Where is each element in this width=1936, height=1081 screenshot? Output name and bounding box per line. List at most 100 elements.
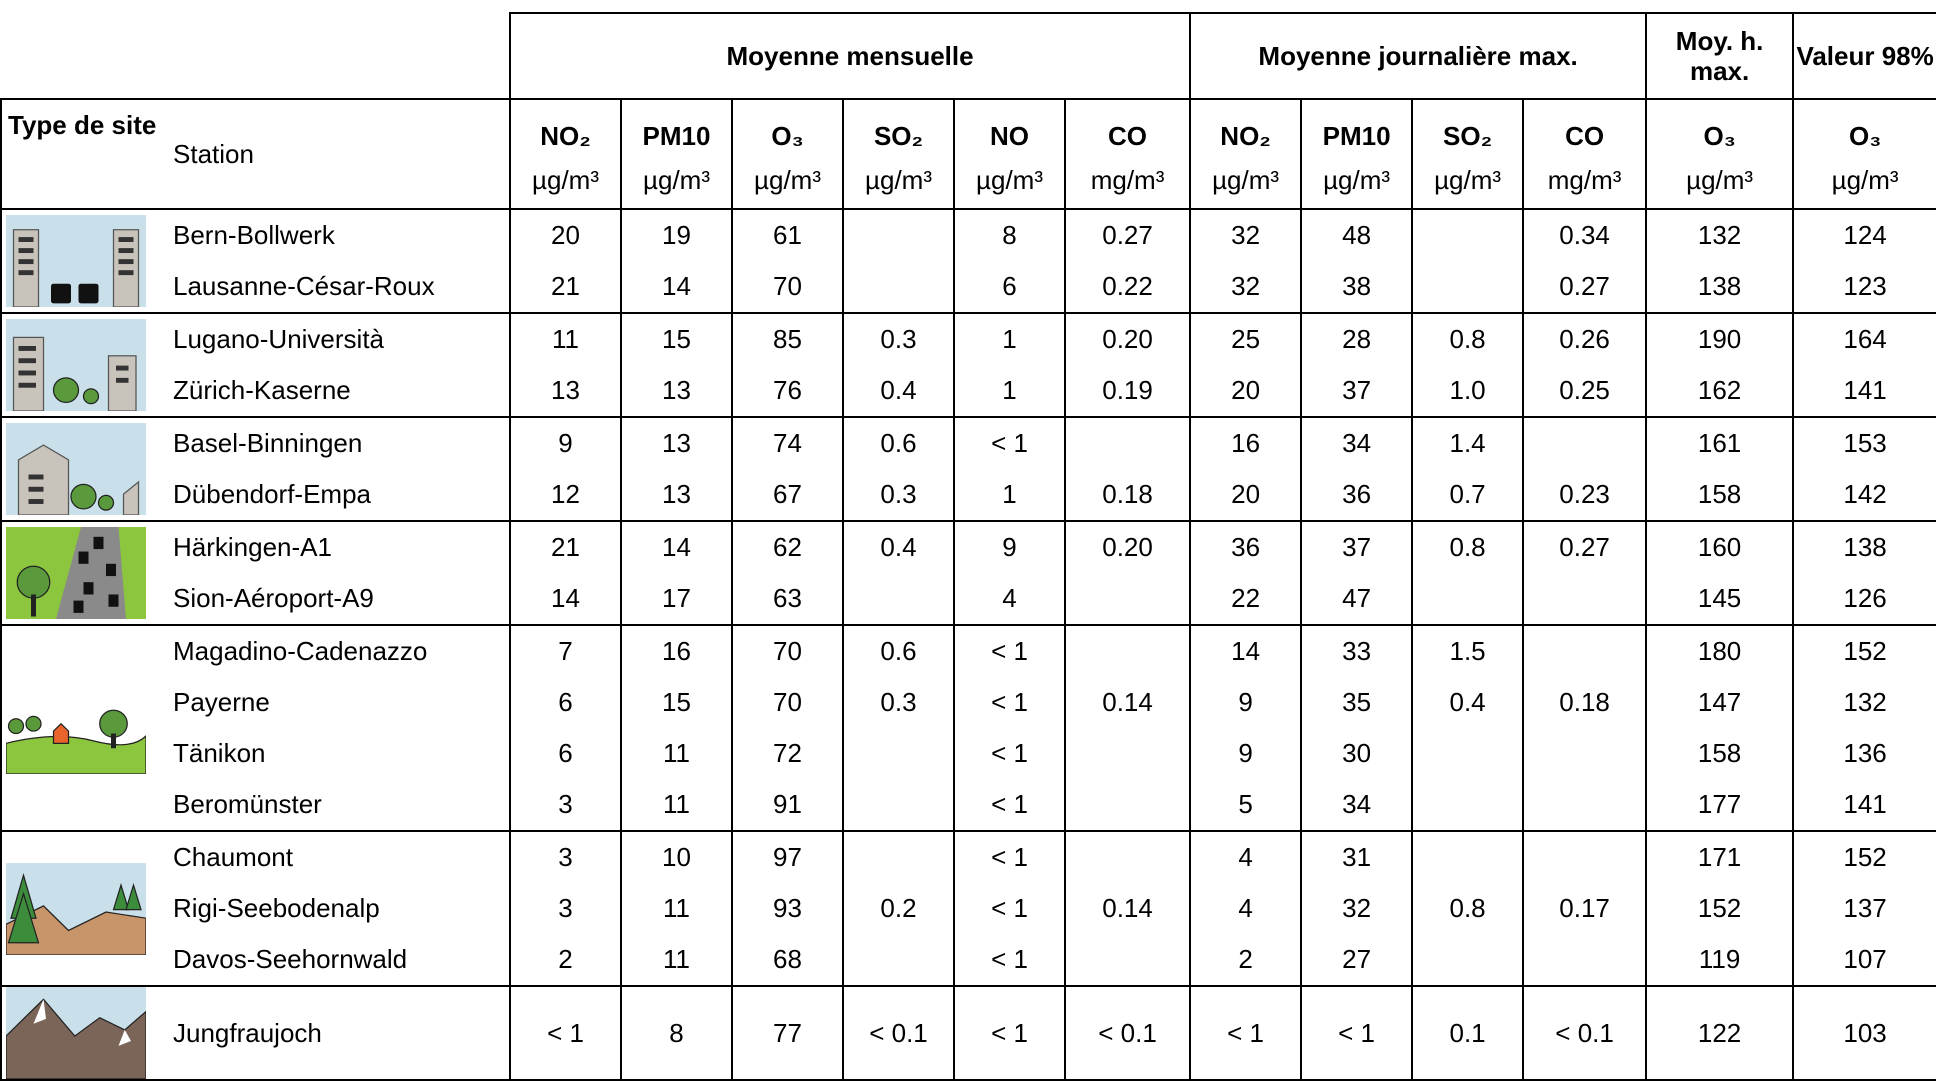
value-cell: 63: [731, 573, 844, 626]
value-cell: [1522, 625, 1648, 677]
value-cell: 122: [1645, 986, 1795, 1081]
value-cell: 30: [1300, 728, 1414, 779]
icon: [6, 682, 146, 774]
value-cell: 0.8: [1411, 883, 1525, 934]
value-cell: 4: [953, 573, 1066, 626]
value-cell: 6: [953, 261, 1066, 314]
pollutant-header: O₃: [1645, 98, 1795, 152]
station-name: Dübendorf-Empa: [159, 469, 510, 522]
value-cell: 20: [1189, 469, 1303, 522]
icon: [6, 319, 146, 411]
value-cell: < 1: [953, 677, 1066, 728]
value-cell: 147: [1645, 677, 1795, 728]
value-cell: [842, 573, 955, 626]
value-cell: < 1: [953, 779, 1066, 832]
value-cell: 158: [1645, 728, 1795, 779]
value-cell: 11: [620, 883, 733, 934]
value-cell: 0.26: [1522, 313, 1648, 365]
pollutant-header: SO₂: [1411, 98, 1525, 152]
unit-header: µg/m³: [1300, 152, 1414, 210]
value-cell: 0.23: [1522, 469, 1648, 522]
value-cell: [1411, 831, 1525, 883]
value-cell: 1: [953, 469, 1066, 522]
value-cell: 3: [509, 883, 622, 934]
value-cell: 36: [1189, 521, 1303, 573]
value-cell: 76: [731, 365, 844, 418]
site-icon: [0, 521, 159, 626]
value-cell: 25: [1189, 313, 1303, 365]
value-cell: 142: [1792, 469, 1936, 522]
value-cell: 158: [1645, 469, 1795, 522]
value-cell: < 1: [953, 831, 1066, 883]
station-name: Beromünster: [159, 779, 510, 832]
value-cell: 0.4: [1411, 677, 1525, 728]
value-cell: [842, 728, 955, 779]
value-cell: 67: [731, 469, 844, 522]
value-cell: 68: [731, 934, 844, 987]
value-cell: 20: [509, 209, 622, 261]
value-cell: 0.34: [1522, 209, 1648, 261]
value-cell: 8: [620, 986, 733, 1081]
value-cell: 0.3: [842, 469, 955, 522]
value-cell: 161: [1645, 417, 1795, 469]
value-cell: 91: [731, 779, 844, 832]
station-name: Tänikon: [173, 738, 266, 768]
value-cell: 3: [509, 779, 622, 832]
value-cell: 11: [620, 779, 733, 832]
site-icon: [0, 209, 159, 314]
value-cell: 0.19: [1063, 365, 1192, 418]
value-cell: 14: [509, 573, 622, 626]
value-cell: 123: [1792, 261, 1936, 314]
value-cell: < 0.1: [842, 986, 955, 1081]
value-cell: 177: [1645, 779, 1795, 832]
value-cell: [1522, 573, 1648, 626]
value-cell: [1411, 209, 1525, 261]
station-name: Magadino-Cadenazzo: [173, 636, 428, 666]
unit-header: µg/m³: [731, 152, 844, 210]
data-row: Bern-Bollwerk 20 19 61 8 0.27 32 48 0.34 132 124: [0, 209, 1936, 314]
value-cell: 0.18: [1522, 677, 1648, 728]
station-header: Station: [159, 98, 510, 210]
header-row: Type de site Station NO₂ PM10 O₃ SO₂ NO CO NO₂ PM…: [0, 98, 1936, 210]
pollutant-header: O₃: [731, 98, 844, 152]
value-cell: [1522, 728, 1648, 779]
value-cell: 16: [620, 625, 733, 677]
value-cell: < 1: [1300, 986, 1414, 1081]
value-cell: 9: [1189, 728, 1303, 779]
value-cell: 0.4: [842, 365, 955, 418]
value-cell: 14: [1189, 625, 1303, 677]
value-cell: [1411, 573, 1525, 626]
header-row: µg/m³ µg/m³ µg/m³ µg/m³ µg/m³ mg/m³ µg/m³ µg/m³…: [1, 152, 1936, 210]
value-cell: 4: [1189, 883, 1303, 934]
value-cell: 160: [1645, 521, 1795, 573]
value-cell: 38: [1300, 261, 1414, 314]
value-cell: 9: [509, 417, 622, 469]
value-cell: 61: [731, 209, 844, 261]
unit-header: µg/m³: [509, 152, 622, 210]
value-cell: 1.5: [1411, 625, 1525, 677]
value-cell: 0.17: [1522, 883, 1648, 934]
value-cell: 119: [1645, 934, 1795, 987]
data-row: Basel-Binningen 9 13 74 0.6 < 1 16 34 1.4 161 153: [0, 417, 1936, 522]
value-cell: 1.4: [1411, 417, 1525, 469]
value-cell: 141: [1792, 365, 1936, 418]
value-cell: [1063, 417, 1192, 469]
data-row: Lugano-Università 11 15 85 0.3 1 0.20 25 28 0.8 0.…: [0, 313, 1936, 418]
value-cell: 13: [509, 365, 622, 418]
value-cell: [842, 209, 955, 261]
group-header: Moyenne journalière max.: [1189, 12, 1648, 100]
group-header: Moy. h. max.: [1645, 12, 1795, 100]
icon: [6, 987, 146, 1078]
station-name: Jungfraujoch: [159, 986, 510, 1081]
station-name: Basel-Binningen: [173, 428, 363, 458]
station-name: Davos-Seehornwald: [159, 934, 510, 987]
value-cell: 0.20: [1063, 521, 1192, 573]
pollutant-header: PM10: [1300, 98, 1414, 152]
value-cell: [1411, 934, 1525, 987]
value-cell: 6: [509, 677, 622, 728]
value-cell: 33: [1300, 625, 1414, 677]
value-cell: 12: [509, 469, 622, 522]
value-cell: 74: [731, 417, 844, 469]
pollutant-header: NO: [953, 98, 1066, 152]
